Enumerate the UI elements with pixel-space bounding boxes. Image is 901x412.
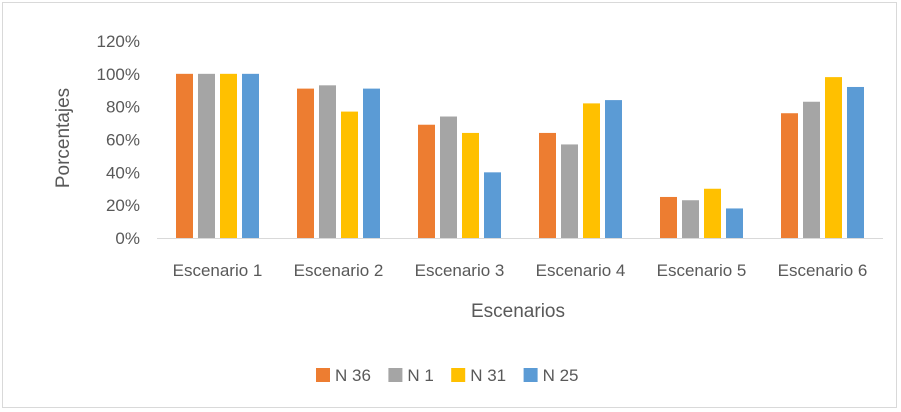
bar <box>583 103 600 238</box>
x-tick-label: Escenario 4 <box>536 261 626 280</box>
x-tick-label: Escenario 3 <box>415 261 505 280</box>
x-tick-label: Escenario 5 <box>657 261 747 280</box>
bar <box>242 73 259 238</box>
legend-swatch <box>388 368 403 382</box>
bar <box>341 111 358 238</box>
legend-swatch <box>523 368 538 382</box>
bar <box>440 116 457 238</box>
bar <box>803 101 820 238</box>
bar <box>605 100 622 238</box>
bar <box>484 172 501 238</box>
legend-swatch <box>451 368 466 382</box>
x-tick-label: Escenario 1 <box>173 261 263 280</box>
y-tick-label: 20% <box>106 196 140 215</box>
bar <box>704 188 721 238</box>
bar <box>198 73 215 238</box>
bars <box>176 73 864 238</box>
bar <box>176 73 193 238</box>
y-tick-label: 100% <box>97 65 140 84</box>
bar <box>847 86 864 238</box>
bar <box>539 132 556 238</box>
bar <box>363 88 380 238</box>
bar <box>781 113 798 238</box>
x-tick-label: Escenario 2 <box>294 261 384 280</box>
y-tick-label: 60% <box>106 131 140 150</box>
bar <box>682 200 699 238</box>
legend: N 36 N 1 N 31 N 25 <box>316 366 579 385</box>
legend-label: N 31 <box>470 366 506 385</box>
bar <box>297 88 314 238</box>
legend-swatch <box>316 368 330 382</box>
legend-label: N 36 <box>335 366 371 385</box>
bar <box>825 77 842 238</box>
y-axis-title: Porcentajes <box>53 88 74 188</box>
y-tick-label: 40% <box>106 163 140 182</box>
legend-label: N 1 <box>407 366 433 385</box>
bar <box>726 208 743 238</box>
y-axis-ticks: 0% 20% 40% 60% 80% 100% 120% <box>97 32 140 248</box>
y-tick-label: 120% <box>97 32 140 51</box>
x-tick-label: Escenario 6 <box>778 261 868 280</box>
y-tick-label: 0% <box>115 229 140 248</box>
bar <box>220 73 237 238</box>
bar <box>418 124 435 238</box>
bar <box>660 196 677 238</box>
bar <box>561 144 578 238</box>
y-tick-label: 80% <box>106 98 140 117</box>
bar <box>462 132 479 238</box>
bar <box>319 85 336 238</box>
legend-label: N 25 <box>543 366 579 385</box>
x-axis-title: Escenarios <box>471 301 565 322</box>
x-axis-ticks: Escenario 1 Escenario 2 Escenario 3 Escenar… <box>173 261 868 280</box>
